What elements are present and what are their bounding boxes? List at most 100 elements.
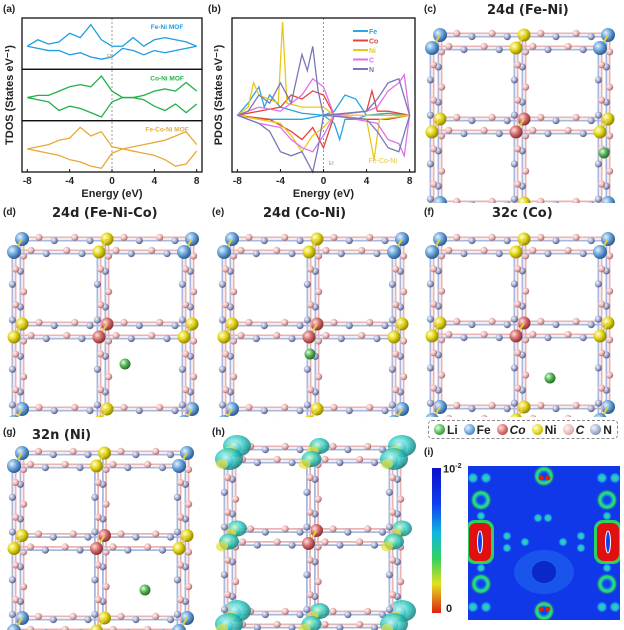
c-atom [488,197,496,203]
n-atom [426,195,434,203]
n-atom [132,533,140,541]
fe-atom [7,459,21,473]
n-atom [173,576,181,584]
c-atom [364,525,372,533]
atom-legend: Li Fe Co Ni C N [428,420,618,439]
c-atom [26,460,35,468]
n-atom [388,365,396,373]
density-ring [596,573,618,595]
c-atom [232,578,240,586]
subpanel-label: Fe-Ni MOF [151,24,184,31]
fe-atom [177,245,191,259]
c-atom [572,29,580,37]
c-atom [273,538,281,546]
c-atom [330,233,338,241]
n-atom [385,523,393,531]
c-atom [537,197,545,203]
c-atom [430,180,438,188]
n-atom [84,533,92,541]
structure-24d-fe-ni [425,28,615,203]
c-atom [105,288,113,296]
c-atom [514,61,522,69]
c-atom [34,530,43,538]
ni-atom [302,245,316,259]
n-atom [594,111,602,119]
c-atom [35,403,43,411]
n-atom [587,237,595,245]
legend-label: Li [446,422,458,437]
c-atom [120,318,128,326]
fe-atom [601,196,615,203]
n-atom [124,546,132,554]
c-atom [245,318,253,326]
ni-atom-icon [531,424,543,435]
n-atom [579,334,587,342]
c-atom [438,83,446,91]
legend-label-co: Co [369,39,378,46]
c-atom [445,246,453,254]
pdos-down-ni [237,114,410,160]
n-atom [510,111,518,119]
c-atom [27,331,35,339]
x-tick-label: 4 [364,176,370,187]
n-atom [50,237,58,245]
c-atom [102,583,110,591]
x-tick-label: 8 [194,176,200,187]
c-atom [453,29,461,37]
n-atom [296,611,304,619]
c-atom [430,265,438,273]
c-atom [245,233,253,241]
n-atom [495,46,503,54]
n-atom [78,335,86,343]
c-atom [190,288,198,296]
n-atom [544,46,552,54]
ni-atom [517,196,531,203]
density-hotspot [538,475,544,481]
n-atom [296,446,304,454]
c-atom [529,246,537,254]
c-atom [190,252,198,260]
n-atom [132,616,140,624]
c-atom [606,132,614,140]
fe-atom [9,415,19,417]
c-atom [488,29,496,37]
legend-label-ni: Ni [369,48,376,55]
density-spot [609,472,620,484]
n-atom [345,407,353,415]
c-atom [182,265,190,273]
x-tick-label: -4 [276,176,285,187]
n-atom [218,365,226,373]
c-atom [389,556,397,564]
colorbar-min-label: 0 [446,603,453,615]
c-atom [537,401,545,409]
c-atom [529,42,537,50]
c-atom [445,414,453,417]
n-atom [426,160,434,168]
c-atom [366,403,374,411]
c-atom [598,96,606,104]
ni-atom [94,415,104,417]
c-atom [144,625,152,630]
c-atom [598,300,606,308]
n-atom [173,528,181,536]
colorbar-max-label: 10-2 [443,463,461,476]
c-atom [329,442,337,450]
n-atom [510,399,518,407]
n-atom [544,334,552,342]
c-atom [61,460,69,468]
c-atom [12,561,20,569]
c-atom [430,300,438,308]
pdos-up-fe [236,85,410,116]
c-atom [230,373,238,381]
c-atom [445,42,453,50]
n-atom [8,401,16,409]
y-axis-label: PDOS (States eV⁻¹) [213,44,225,145]
c-atom [606,83,614,91]
c-atom [224,473,232,482]
pdos-up-c [237,72,411,116]
c-atom [281,233,289,241]
n-atom [41,464,49,472]
n-atom [303,488,311,496]
density-spot [609,601,620,613]
n-atom [260,237,268,245]
